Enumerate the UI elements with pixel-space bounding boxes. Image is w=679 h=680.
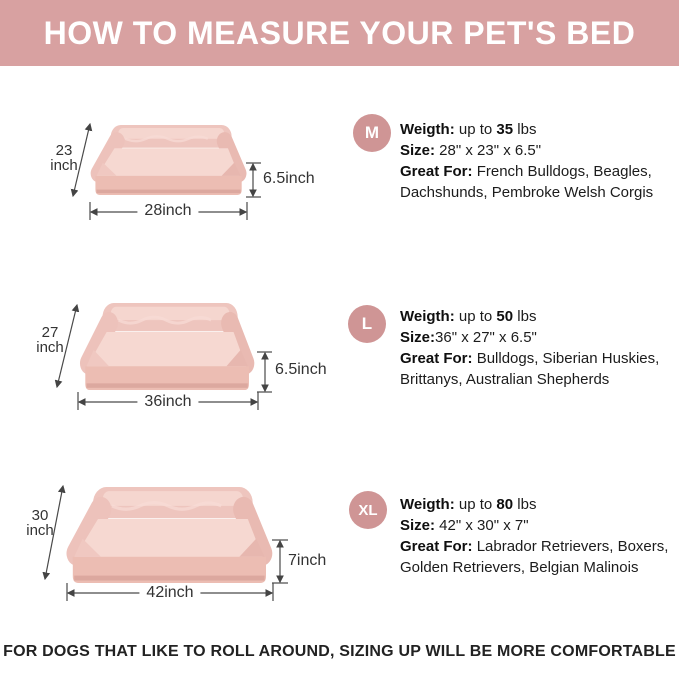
spec-list-m: Weigth: up to 35 lbs Size: 28" x 23" x 6…	[400, 119, 676, 203]
size-line: Size: 42" x 30" x 7"	[400, 517, 529, 534]
footer-note: FOR DOGS THAT LIKE TO ROLL AROUND, SIZIN…	[3, 643, 676, 660]
width-dimension-label: 28inch	[137, 202, 199, 220]
height-dimension-label: 7inch	[288, 552, 327, 569]
bed-diagram-m	[70, 122, 261, 220]
depth-dimension-label: 30 inch	[26, 507, 54, 539]
depth-dimension-label: 27 inch	[36, 324, 64, 356]
height-dimension-label: 6.5inch	[263, 170, 315, 187]
width-dimension-label: 36inch	[137, 393, 199, 411]
bed-diagram-l	[54, 303, 272, 410]
size-badge-l: L	[348, 305, 386, 343]
spec-list-xl: Weigth: up to 80 lbs Size: 42" x 30" x 7…	[400, 494, 676, 578]
height-dimension-arrow	[246, 162, 261, 198]
size-badge-xl: XL	[349, 491, 387, 529]
height-dimension-arrow	[257, 351, 272, 393]
depth-dimension-arrow	[42, 484, 66, 581]
depth-dimension-arrow	[54, 303, 80, 389]
header-banner: HOW TO MEASURE YOUR PET'S BED	[0, 0, 679, 66]
bed-diagram-xl	[42, 484, 288, 601]
depth-dimension-label: 23 inch	[50, 142, 78, 174]
size-row-l: 27 inch 36inch 6.5inch L Weigth: up to 50…	[0, 290, 679, 490]
pet-bed-illustration	[90, 124, 247, 195]
greatfor-line: Great For: Labrador Retrievers, Boxers, G…	[400, 538, 669, 576]
pet-bed-illustration	[66, 487, 273, 583]
width-dimension-label: 42inch	[139, 584, 201, 602]
weight-line: Weigth: up to 50 lbs	[400, 308, 537, 325]
size-line: Size:36" x 27" x 6.5"	[400, 329, 537, 346]
spec-list-l: Weigth: up to 50 lbs Size:36" x 27" x 6.…	[400, 306, 676, 390]
weight-line: Weigth: up to 80 lbs	[400, 496, 537, 513]
size-badge-m: M	[353, 114, 391, 152]
greatfor-line: Great For: French Bulldogs, Beagles, Dach…	[400, 163, 654, 201]
weight-line: Weigth: up to 35 lbs	[400, 121, 537, 138]
height-dimension-label: 6.5inch	[275, 361, 327, 378]
depth-dimension-arrow	[70, 122, 93, 198]
greatfor-line: Great For: Bulldogs, Siberian Huskies, Br…	[400, 350, 660, 388]
page-title: HOW TO MEASURE YOUR PET'S BED	[43, 14, 636, 51]
size-line: Size: 28" x 23" x 6.5"	[400, 142, 542, 159]
size-row-m: 23 inch 28inch 6.5inch M Weigth: up to 35…	[0, 90, 679, 290]
size-row-xl: 30 inch 42inch 7inch XL Weigth: up to 80 …	[0, 480, 679, 680]
height-dimension-arrow	[272, 539, 288, 584]
pet-bed-illustration	[79, 303, 255, 391]
